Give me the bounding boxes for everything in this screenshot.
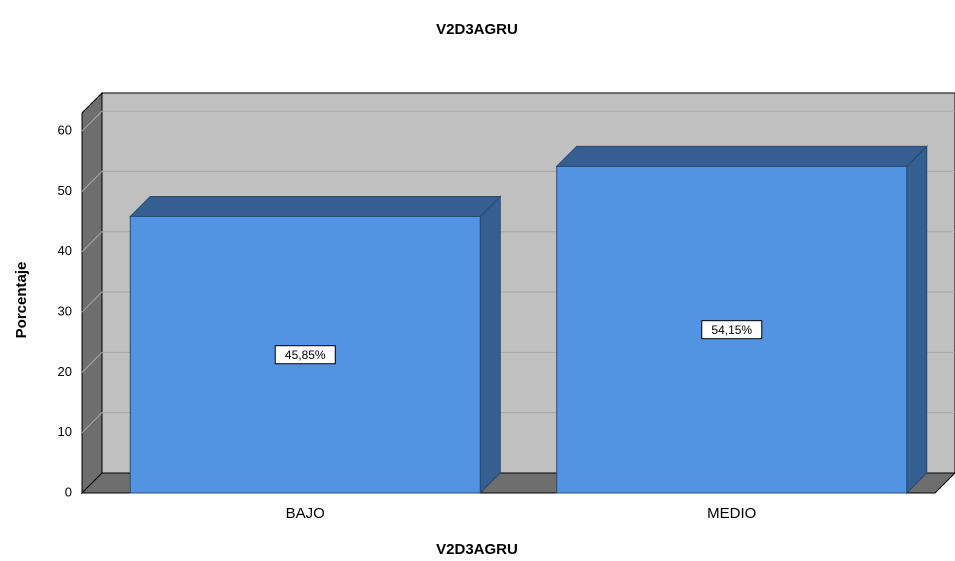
value-label: 45,85% <box>285 348 326 362</box>
y-tick-label: 30 <box>58 303 72 318</box>
y-axis-title: Porcentaje <box>13 262 30 339</box>
y-tick-label: 40 <box>58 243 72 258</box>
grid-line <box>81 110 955 132</box>
value-label-box <box>274 345 336 365</box>
y-tick-label: 10 <box>58 424 72 439</box>
x-axis-title: V2D3AGRU <box>436 541 518 558</box>
bar-top <box>129 195 502 217</box>
y-tick-label: 20 <box>58 364 72 379</box>
x-tick-label: BAJO <box>286 505 325 522</box>
value-label: 54,15% <box>711 323 752 337</box>
bar-side <box>906 145 928 495</box>
bar-side <box>479 195 501 495</box>
chart-title: V2D3AGRU <box>436 21 518 38</box>
y-tick-label: 50 <box>58 183 72 198</box>
bar-top <box>555 145 928 167</box>
side-wall <box>81 91 103 495</box>
x-tick-label: MEDIO <box>707 505 756 522</box>
y-tick-label: 0 <box>65 484 72 499</box>
value-label-box <box>701 320 763 340</box>
y-tick-label: 60 <box>58 123 72 138</box>
